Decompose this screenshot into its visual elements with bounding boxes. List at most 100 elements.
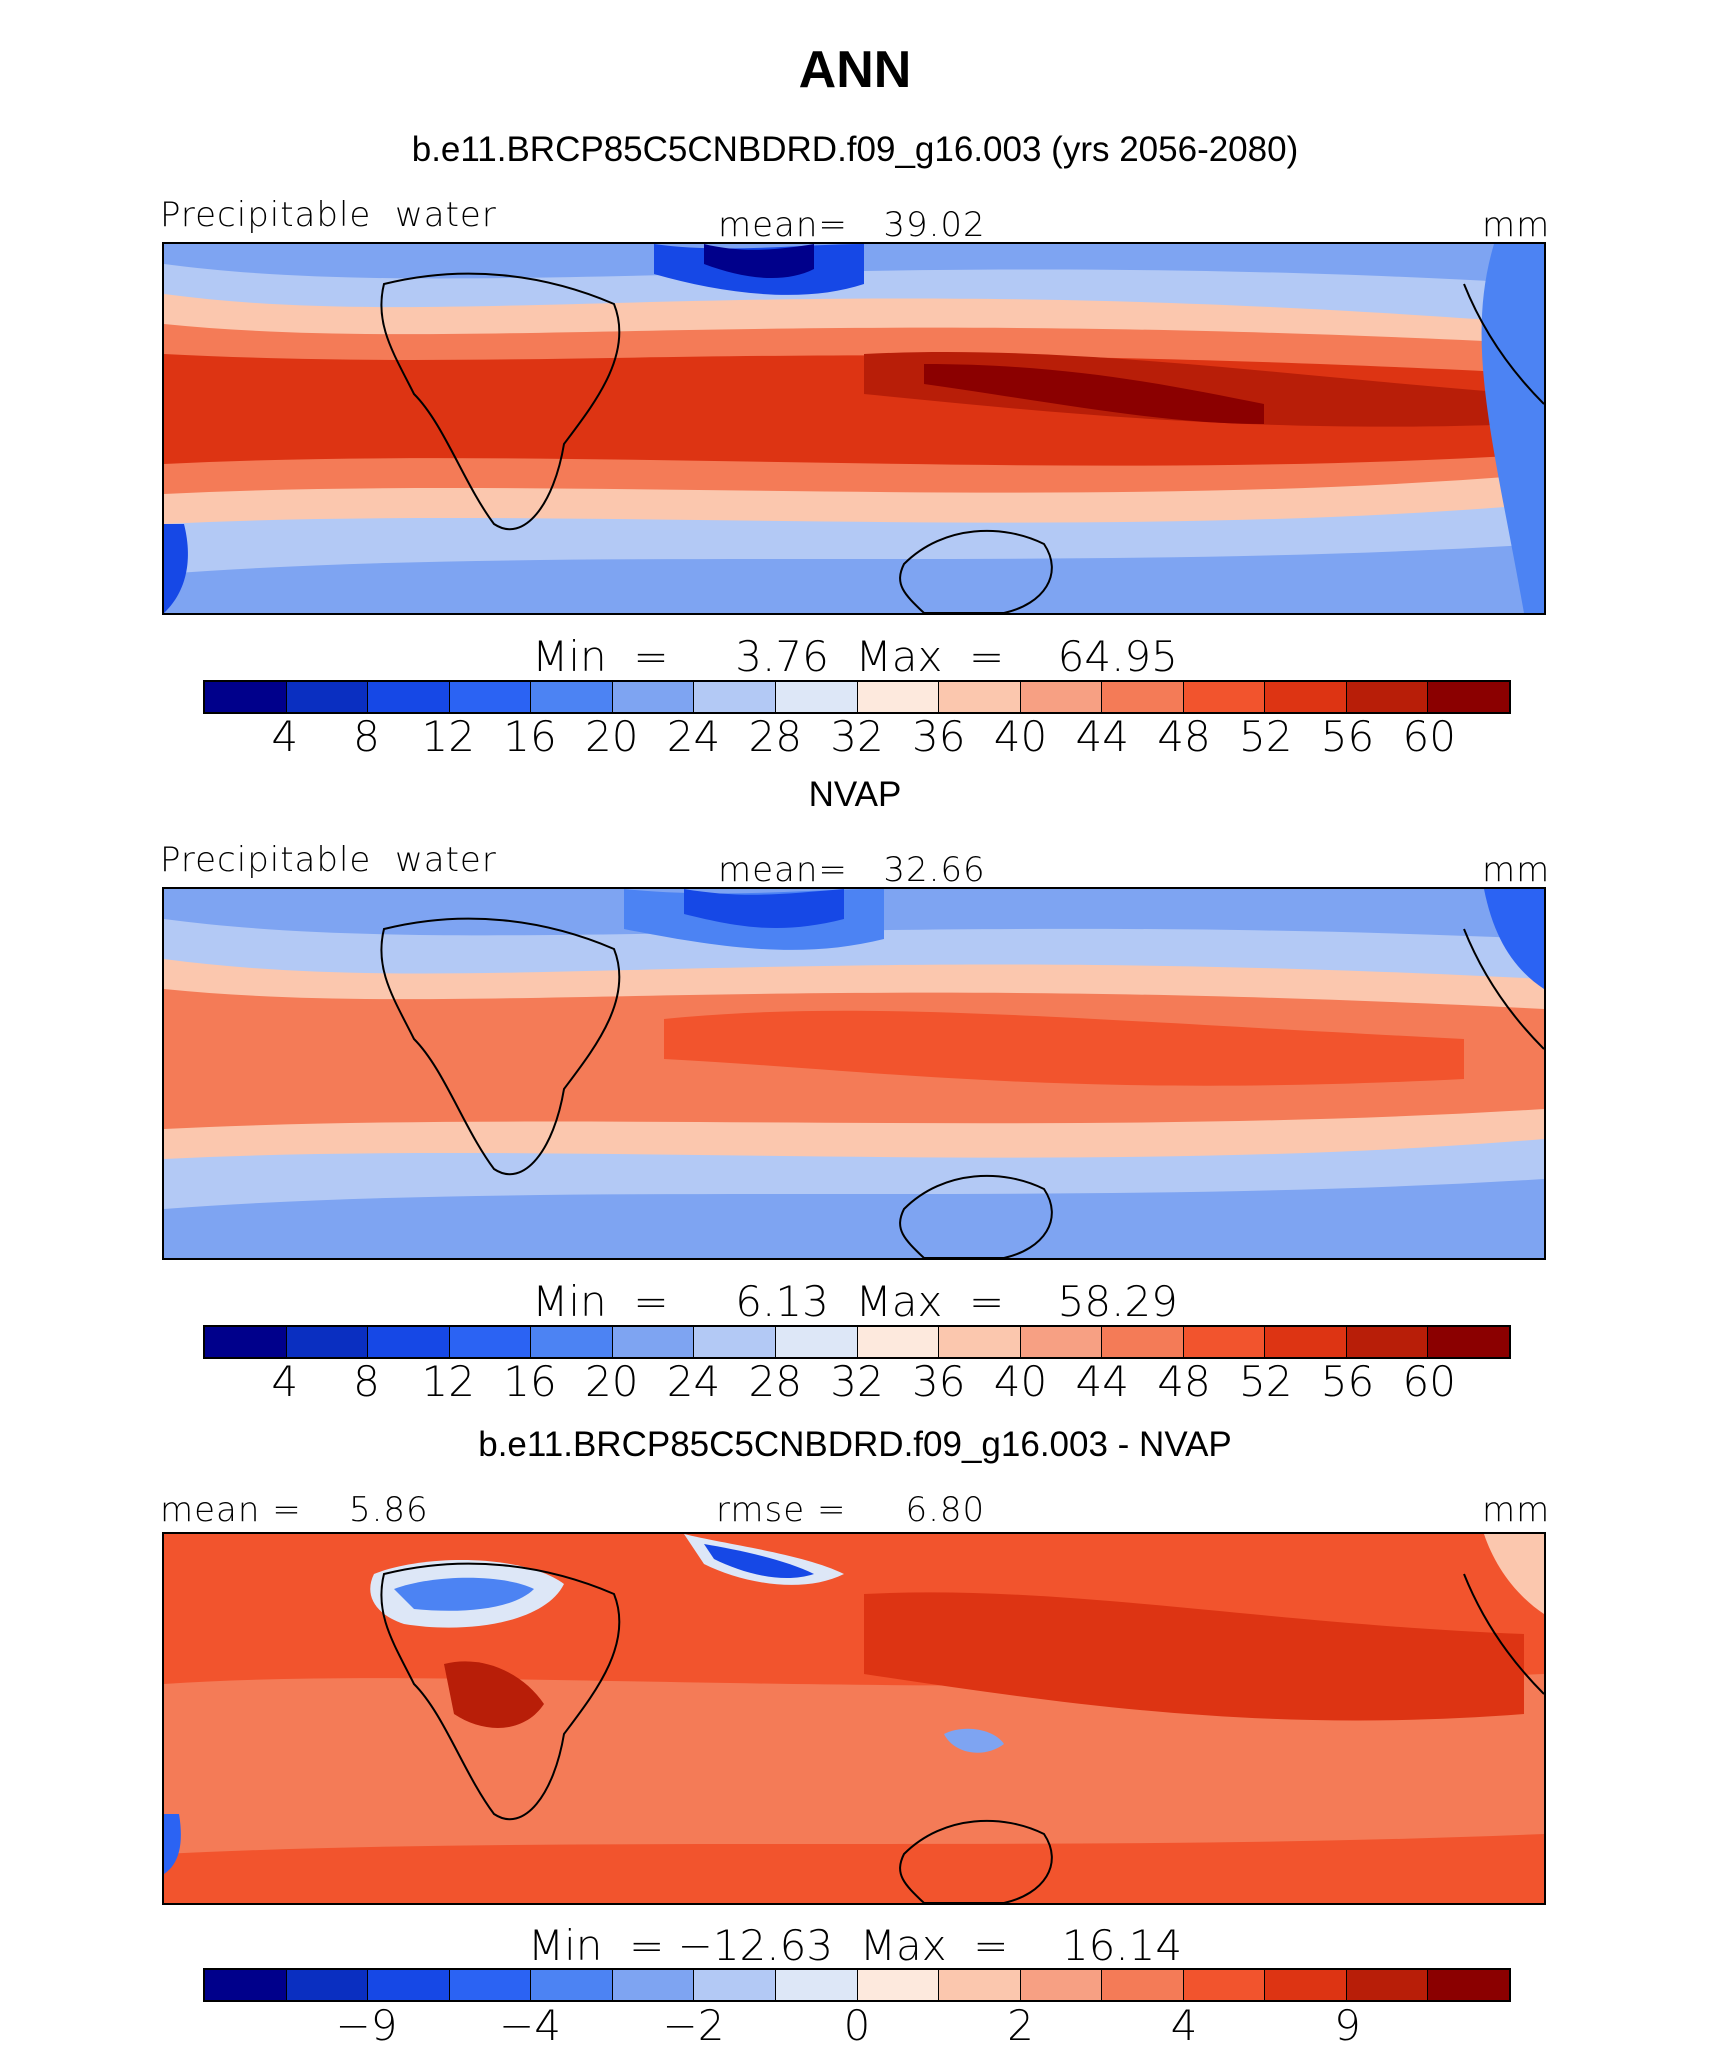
colorbar-tick-label: 24 — [666, 712, 721, 761]
panel3-mean-label: mean = 5.86 — [160, 1490, 429, 1530]
page-title: ANN — [798, 41, 912, 99]
colorbar-tick-label: −2 — [662, 2001, 725, 2050]
panel2-left-label: Precipitable water — [160, 840, 497, 880]
colorbar-cell — [1020, 1970, 1103, 2000]
colorbar-cell — [205, 1970, 287, 2000]
colorbar-cell — [694, 682, 776, 712]
colorbar-cell — [531, 1970, 613, 2000]
panel2-units-label: mm — [1482, 850, 1551, 890]
panel2-colorbar-ticks: 4 8 12 16 20 24 28 32 36 40 44 48 52 56 60 — [0, 1357, 1710, 1407]
colorbar-tick-label: 16 — [503, 1357, 557, 1406]
colorbar-tick-label: 32 — [830, 1357, 884, 1406]
panel3-map — [162, 1532, 1546, 1905]
colorbar-tick-label: 48 — [1157, 1357, 1211, 1406]
colorbar-cell — [857, 1327, 940, 1357]
colorbar-tick-label: 32 — [830, 712, 884, 761]
colorbar-tick-label: 36 — [912, 712, 966, 761]
panel2-colorbar — [203, 1325, 1511, 1359]
colorbar-tick-label: 60 — [1402, 1357, 1456, 1406]
colorbar-tick-label: 4 — [271, 712, 299, 761]
colorbar-cell — [775, 1327, 858, 1357]
colorbar-cell — [1265, 1327, 1347, 1357]
colorbar-tick-label: 16 — [503, 712, 557, 761]
colorbar-tick-label: −4 — [499, 2001, 561, 2050]
colorbar-cell — [612, 1970, 695, 2000]
colorbar-cell — [531, 682, 613, 712]
colorbar-cell — [449, 1327, 532, 1357]
colorbar-tick-label: 44 — [1075, 712, 1129, 761]
colorbar-cell — [775, 682, 858, 712]
panel3-minmax: Min = −12.63 Max = 16.14 — [527, 1921, 1183, 1970]
colorbar-cell — [694, 1327, 776, 1357]
colorbar-cell — [1265, 1970, 1347, 2000]
panel1-colorbar — [203, 680, 1511, 714]
colorbar-cell — [286, 682, 369, 712]
colorbar-cell — [1102, 1970, 1184, 2000]
colorbar-tick-label: 44 — [1075, 1357, 1129, 1406]
colorbar-cell — [1428, 1327, 1509, 1357]
colorbar-cell — [531, 1327, 613, 1357]
colorbar-cell — [1428, 1970, 1509, 2000]
colorbar-tick-label: 24 — [666, 1357, 721, 1406]
panel1-subtitle: b.e11.BRCP85C5CNBDRD.f09_g16.003 (yrs 20… — [411, 130, 1299, 169]
colorbar-cell — [449, 1970, 532, 2000]
panel1-left-label: Precipitable water — [160, 195, 497, 235]
colorbar-tick-label: 8 — [353, 1357, 380, 1406]
colorbar-cell — [286, 1327, 369, 1357]
colorbar-tick-label: 36 — [912, 1357, 966, 1406]
colorbar-tick-label: 0 — [843, 2001, 871, 2050]
panel3-colorbar-ticks: −9 −4 −2 0 2 4 9 — [0, 2001, 1710, 2051]
colorbar-tick-label: 56 — [1320, 712, 1375, 761]
colorbar-tick-label: 40 — [993, 712, 1048, 761]
panel2-minmax: Min = 6.13 Max = 58.29 — [532, 1277, 1178, 1326]
colorbar-cell — [1183, 1327, 1266, 1357]
panel1-mean-label: mean= 39.02 — [718, 205, 986, 245]
colorbar-tick-label: 12 — [421, 712, 475, 761]
colorbar-cell — [286, 1970, 369, 2000]
colorbar-tick-label: 4 — [271, 1357, 299, 1406]
colorbar-tick-label: 2 — [1007, 2001, 1034, 2050]
panel3-colorbar — [203, 1968, 1511, 2002]
colorbar-tick-label: 28 — [748, 1357, 802, 1406]
colorbar-tick-label: 20 — [585, 1357, 639, 1406]
colorbar-tick-label: 8 — [353, 712, 380, 761]
colorbar-cell — [1020, 682, 1103, 712]
colorbar-tick-label: 56 — [1320, 1357, 1375, 1406]
colorbar-cell — [857, 1970, 940, 2000]
panel2-subtitle: NVAP — [808, 775, 902, 814]
colorbar-cell — [1183, 682, 1266, 712]
colorbar-cell — [1346, 1327, 1429, 1357]
colorbar-tick-label: 20 — [585, 712, 639, 761]
colorbar-cell — [1020, 1327, 1103, 1357]
panel1-minmax: Min = 3.76 Max = 64.95 — [532, 632, 1178, 681]
colorbar-cell — [205, 682, 287, 712]
colorbar-cell — [368, 1970, 450, 2000]
colorbar-cell — [1102, 682, 1184, 712]
panel2-mean-label: mean= 32.66 — [718, 850, 986, 890]
colorbar-tick-label: 9 — [1334, 2001, 1361, 2050]
colorbar-tick-label: 48 — [1157, 712, 1211, 761]
panel1-map — [162, 242, 1546, 615]
colorbar-cell — [612, 682, 695, 712]
colorbar-cell — [449, 682, 532, 712]
colorbar-cell — [939, 1327, 1021, 1357]
colorbar-cell — [1183, 1970, 1266, 2000]
panel3-units-label: mm — [1482, 1490, 1551, 1530]
colorbar-cell — [368, 1327, 450, 1357]
colorbar-tick-label: 28 — [748, 712, 802, 761]
colorbar-cell — [939, 682, 1021, 712]
colorbar-cell — [612, 1327, 695, 1357]
panel1-units-label: mm — [1482, 205, 1551, 245]
colorbar-tick-label: 40 — [993, 1357, 1048, 1406]
colorbar-cell — [205, 1327, 287, 1357]
colorbar-cell — [1428, 682, 1509, 712]
colorbar-tick-label: 52 — [1239, 1357, 1293, 1406]
colorbar-cell — [857, 682, 940, 712]
panel1-colorbar-ticks: 4 8 12 16 20 24 28 32 36 40 44 48 52 56 60 — [0, 712, 1710, 762]
colorbar-cell — [1346, 1970, 1429, 2000]
colorbar-tick-label: 52 — [1239, 712, 1293, 761]
panel3-subtitle: b.e11.BRCP85C5CNBDRD.f09_g16.003 - NVAP — [478, 1425, 1232, 1464]
colorbar-cell — [1346, 682, 1429, 712]
colorbar-cell — [775, 1970, 858, 2000]
colorbar-cell — [368, 682, 450, 712]
